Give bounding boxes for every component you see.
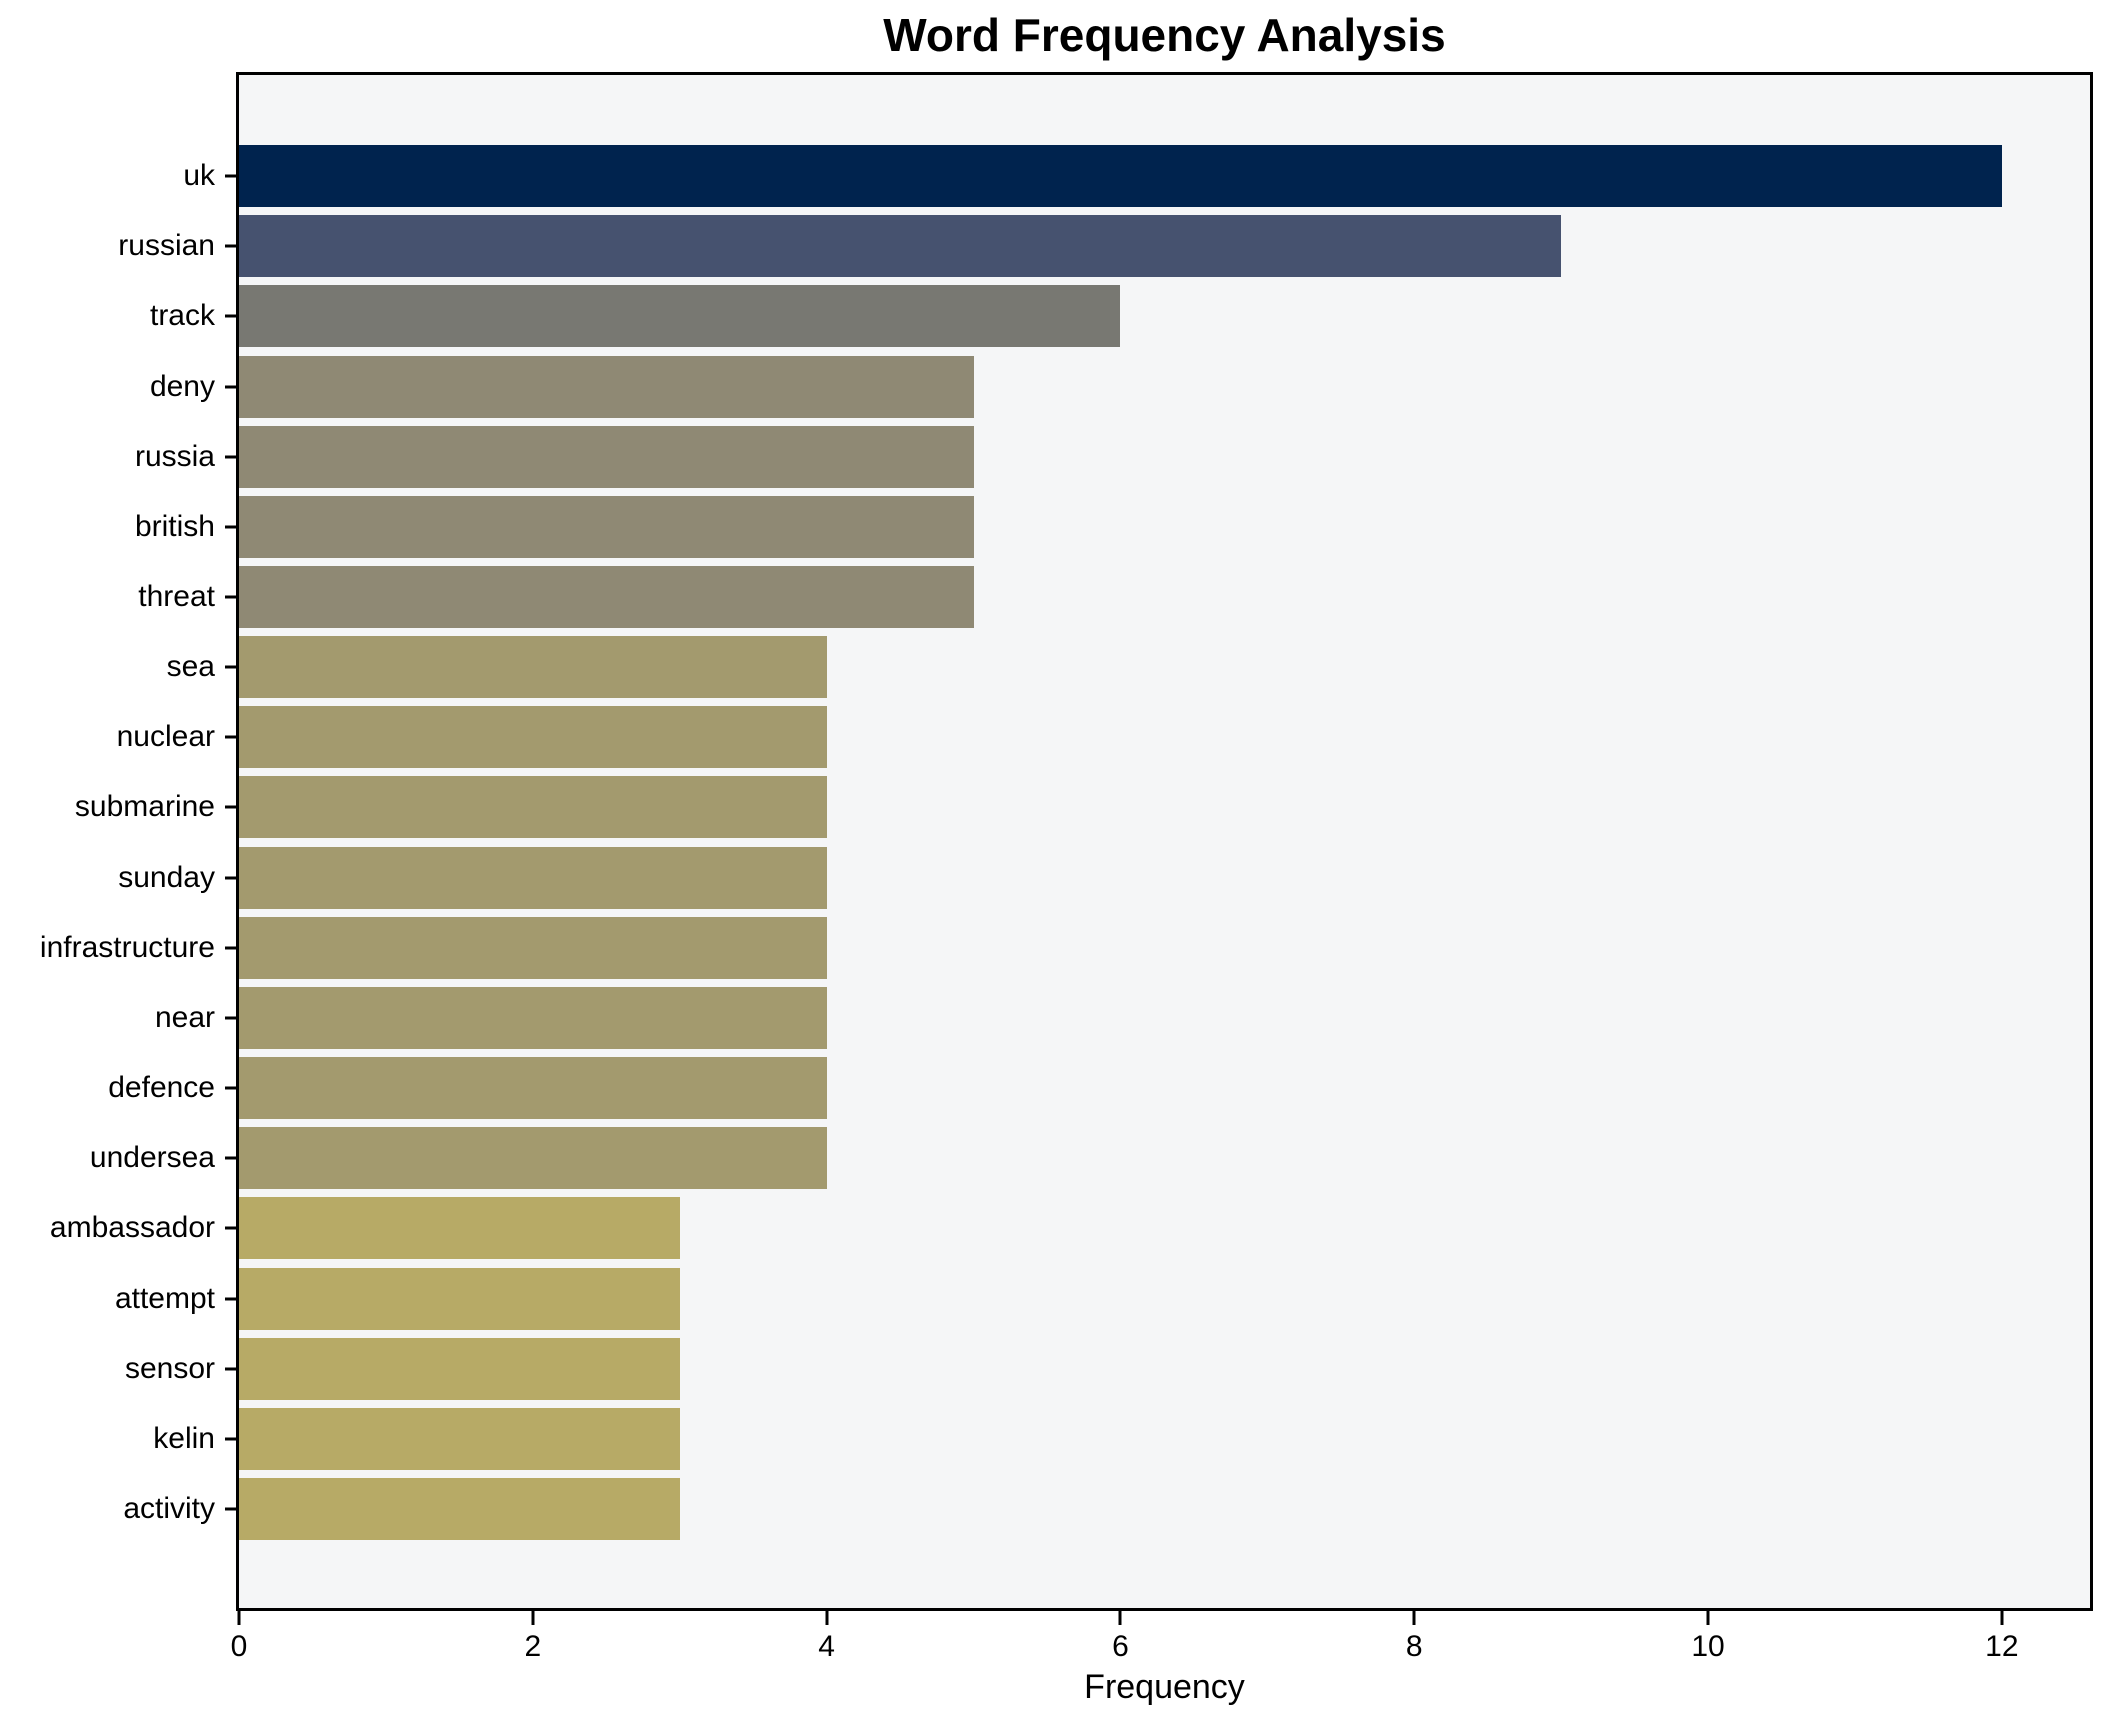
- x-tick-mark: [1706, 1611, 1710, 1625]
- category-label: activity: [123, 1492, 215, 1526]
- bar-rows-container: uk russian track deny russia british threat sea…: [40, 75, 2090, 1608]
- frequency-bar: [239, 566, 974, 629]
- frequency-bar: [239, 285, 1121, 348]
- bar-row: infrastructure: [40, 913, 2090, 983]
- frequency-bar: [239, 1197, 680, 1260]
- x-tick-label: 2: [524, 1630, 542, 1663]
- category-label: nuclear: [116, 720, 215, 754]
- bar-row: sea: [167, 632, 2090, 702]
- bar-row: deny: [150, 351, 2090, 421]
- y-tick-mark: [225, 1156, 236, 1160]
- bar-row: near: [155, 983, 2090, 1053]
- chart-title: Word Frequency Analysis: [883, 9, 1446, 61]
- category-label: russian: [118, 229, 215, 263]
- x-tick-mark: [825, 1611, 829, 1625]
- category-label: british: [134, 509, 215, 543]
- x-tick-label: 6: [1112, 1630, 1129, 1663]
- y-tick-mark: [225, 805, 236, 809]
- category-label: near: [154, 1000, 215, 1034]
- frequency-bar: [239, 776, 827, 839]
- x-tick-mark: [2000, 1611, 2004, 1625]
- bar-row: russia: [135, 422, 2090, 492]
- frequency-bar: [239, 425, 974, 488]
- y-tick-mark: [225, 946, 236, 950]
- category-label: sunday: [118, 860, 215, 894]
- y-tick-mark: [225, 735, 236, 739]
- bar-row: defence: [108, 1053, 2090, 1123]
- y-tick-mark: [225, 174, 236, 178]
- y-tick-mark: [225, 1226, 236, 1230]
- bar-row: attempt: [115, 1264, 2090, 1334]
- bar-row: sensor: [125, 1334, 2090, 1404]
- frequency-bar: [239, 355, 974, 418]
- bar-row: activity: [123, 1474, 2090, 1544]
- category-label: sensor: [124, 1351, 215, 1385]
- bar-row: submarine: [75, 772, 2090, 842]
- bar-row: threat: [138, 562, 2090, 632]
- x-axis-title: Frequency: [1084, 1668, 1245, 1706]
- bar-row: undersea: [90, 1123, 2090, 1193]
- y-tick-mark: [225, 314, 236, 318]
- bar-row: british: [135, 492, 2090, 562]
- frequency-bar: [239, 916, 827, 979]
- bar-row: uk: [183, 141, 2090, 211]
- category-label: kelin: [153, 1421, 215, 1455]
- y-tick-mark: [225, 595, 236, 599]
- category-label: infrastructure: [39, 930, 215, 964]
- y-tick-mark: [225, 1297, 236, 1301]
- frequency-bar: [239, 1127, 827, 1190]
- y-tick-mark: [225, 876, 236, 880]
- category-label: russia: [134, 439, 215, 473]
- category-label: track: [149, 299, 215, 333]
- y-tick-mark: [225, 525, 236, 529]
- frequency-bar: [239, 215, 1562, 278]
- category-label: uk: [183, 159, 215, 193]
- x-tick-mark: [531, 1611, 535, 1625]
- frequency-bar: [239, 1337, 680, 1400]
- x-tick-label: 8: [1405, 1630, 1423, 1663]
- x-tick-label: 12: [1985, 1630, 2019, 1663]
- frequency-bar: [239, 846, 827, 909]
- bar-row: ambassador: [50, 1193, 2090, 1263]
- category-label: ambassador: [49, 1211, 215, 1245]
- y-tick-mark: [225, 1086, 236, 1090]
- y-tick-mark: [225, 665, 236, 669]
- bar-row: nuclear: [117, 702, 2090, 772]
- category-label: attempt: [114, 1281, 215, 1315]
- category-label: sea: [166, 650, 215, 684]
- x-tick-label: 4: [818, 1630, 835, 1663]
- x-tick-mark: [1118, 1611, 1122, 1625]
- frequency-bar: [239, 1407, 680, 1470]
- y-tick-mark: [225, 1367, 236, 1371]
- plot-area: uk russian track deny russia british threat sea…: [40, 72, 2093, 1663]
- frequency-bar: [239, 1057, 827, 1120]
- frequency-bar: [239, 1478, 680, 1541]
- y-tick-mark: [225, 244, 236, 248]
- bar-row: russian: [118, 211, 2090, 281]
- frequency-bar: [239, 636, 827, 699]
- category-label: threat: [138, 580, 215, 614]
- x-tick-label: 0: [230, 1630, 248, 1663]
- category-label: undersea: [89, 1141, 215, 1175]
- x-tick-mark: [237, 1611, 241, 1625]
- category-label: defence: [108, 1071, 215, 1105]
- category-label: submarine: [74, 790, 215, 824]
- frequency-bar: [239, 706, 827, 769]
- y-tick-mark: [225, 1437, 236, 1441]
- frequency-bar: [239, 495, 974, 558]
- y-tick-mark: [225, 455, 236, 459]
- y-tick-mark: [225, 1507, 236, 1511]
- frequency-bar: [239, 1267, 680, 1330]
- y-tick-mark: [225, 1016, 236, 1020]
- bar-row: kelin: [153, 1404, 2090, 1474]
- bar-row: sunday: [118, 843, 2090, 913]
- frequency-bar: [239, 145, 2002, 208]
- x-tick-label: 10: [1691, 1630, 1725, 1663]
- y-tick-mark: [225, 385, 236, 389]
- bar-row: track: [150, 281, 2090, 351]
- frequency-bar: [239, 986, 827, 1049]
- x-tick-mark: [1412, 1611, 1416, 1625]
- category-label: deny: [149, 369, 215, 403]
